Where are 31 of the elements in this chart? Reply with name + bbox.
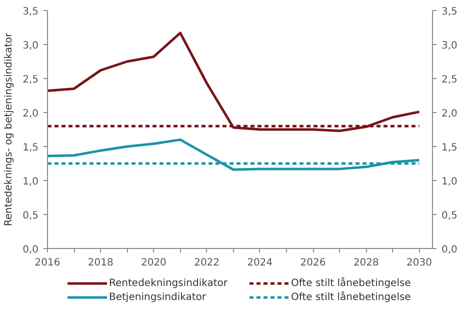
y2-tick-label: 0,0 bbox=[442, 244, 458, 256]
legend-label: Betjeningsindikator bbox=[109, 290, 208, 304]
legend-label: Ofte stilt lånebetingelse bbox=[291, 290, 412, 304]
y-tick-label: 2,0 bbox=[22, 108, 39, 120]
x-tick-label: 2026 bbox=[300, 258, 326, 268]
y-axis-title: Rentedeknings- og betjeningsindikator bbox=[4, 32, 15, 226]
y-tick-label: 1,0 bbox=[22, 176, 39, 188]
y-tick-label: 0,5 bbox=[22, 210, 39, 222]
line-series bbox=[48, 32, 420, 132]
x-tick-label: 2022 bbox=[194, 258, 220, 268]
y2-tick-label: 2,5 bbox=[442, 74, 458, 86]
y2-tick-label: 1,0 bbox=[442, 176, 458, 188]
y-tick-label: 3,0 bbox=[22, 40, 39, 52]
x-tick-label: 2020 bbox=[140, 258, 166, 268]
y2-tick-label: 3,0 bbox=[442, 40, 458, 52]
y-tick-label: 2,5 bbox=[22, 74, 39, 86]
x-tick-label: 2030 bbox=[406, 258, 432, 268]
y2-tick-label: 1,5 bbox=[442, 142, 458, 154]
legend-label: Rentedekningsindikator bbox=[109, 276, 229, 290]
y2-tick-label: 3,5 bbox=[442, 6, 458, 18]
x-tick-label: 2016 bbox=[34, 258, 60, 268]
x-tick-label: 2024 bbox=[247, 258, 273, 268]
y-tick-label: 1,5 bbox=[22, 142, 39, 154]
legend-label: Ofte stilt lånebetingelse bbox=[291, 276, 412, 290]
y2-tick-label: 2,0 bbox=[442, 108, 458, 120]
line-series bbox=[48, 138, 420, 171]
y-tick-label: 0,0 bbox=[22, 244, 39, 256]
y-tick-label: 3,5 bbox=[22, 6, 39, 18]
y2-tick-label: 0,5 bbox=[442, 210, 458, 222]
x-tick-label: 2028 bbox=[353, 258, 379, 268]
x-tick-label: 2018 bbox=[88, 258, 114, 268]
